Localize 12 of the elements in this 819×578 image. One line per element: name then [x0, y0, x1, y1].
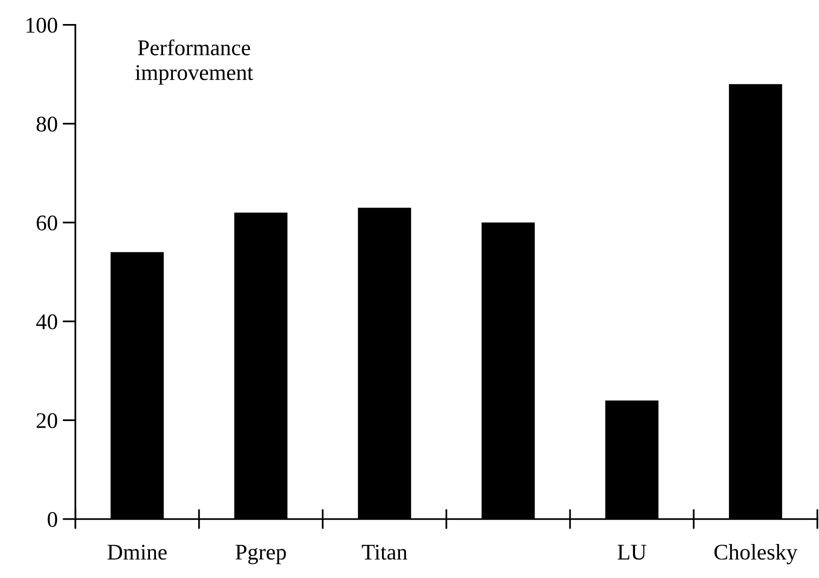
x-tick-label: Titan — [362, 544, 408, 560]
x-tick-label: Pgrep — [236, 544, 286, 564]
y-tick-label: 40 — [36, 314, 58, 330]
y-tick-label: 60 — [36, 215, 58, 230]
x-tick-label: Cholesky — [714, 544, 798, 564]
text: Performance improvement — [135, 39, 254, 85]
x-tick-label: LU — [618, 544, 646, 560]
y-tick-label: 100 — [26, 18, 58, 33]
y-tick-label: 20 — [36, 413, 58, 428]
x-tick-label: Dmine — [108, 544, 167, 560]
y-tick-label: 80 — [36, 116, 58, 132]
y-tick-label: 0 — [48, 512, 58, 527]
